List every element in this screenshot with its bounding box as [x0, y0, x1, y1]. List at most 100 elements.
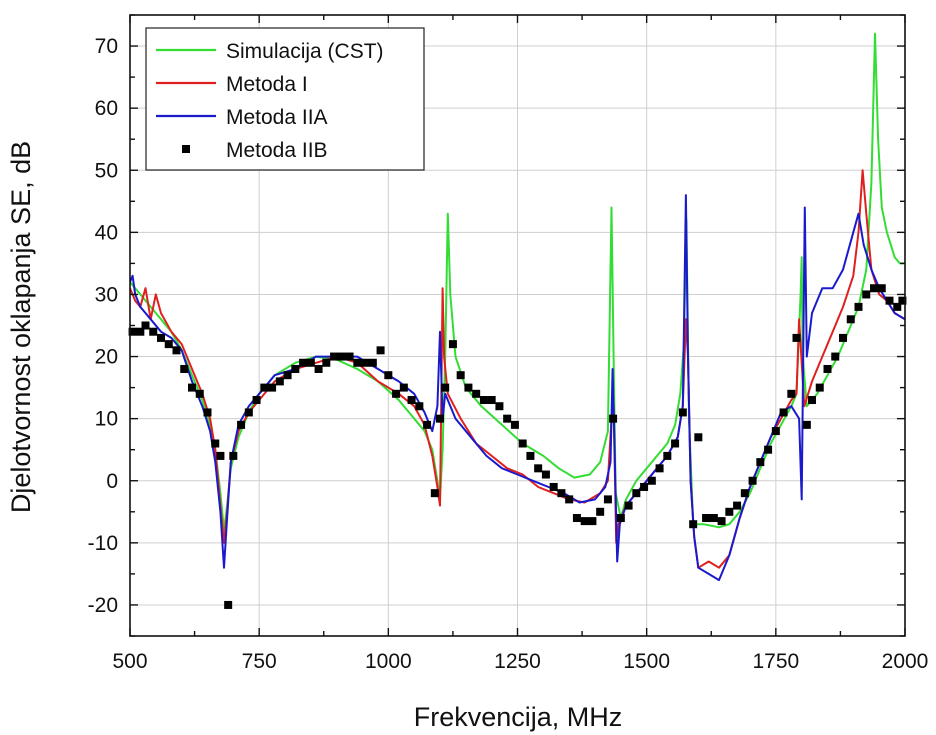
- data-point: [678, 408, 687, 417]
- data-point: [172, 346, 181, 355]
- data-point: [441, 383, 450, 392]
- data-point: [283, 371, 292, 380]
- legend-label: Metoda I: [226, 73, 308, 96]
- data-point: [216, 451, 225, 460]
- data-point: [136, 327, 145, 336]
- data-point: [399, 383, 408, 392]
- data-point: [518, 439, 527, 448]
- y-tick-label: 10: [95, 408, 118, 431]
- x-tick-labels: 500 750 1000 1250 1500 1750 2000: [112, 650, 928, 673]
- data-point: [603, 495, 612, 504]
- data-point: [787, 389, 796, 398]
- data-point: [740, 489, 749, 498]
- series-line-metoda-iia: [130, 194, 905, 582]
- data-point: [663, 451, 672, 460]
- data-point: [733, 501, 742, 510]
- legend-item: Simulacija (CST): [156, 40, 384, 63]
- data-point: [792, 333, 801, 342]
- data-point: [291, 364, 300, 373]
- data-point: [748, 476, 757, 485]
- data-point: [717, 517, 726, 526]
- tick-marks: [129, 14, 906, 637]
- data-point: [771, 427, 780, 436]
- data-point: [479, 396, 488, 405]
- data-point: [541, 470, 550, 479]
- data-point: [128, 327, 137, 336]
- y-tick-label: -20: [88, 594, 118, 617]
- data-point: [831, 352, 840, 361]
- data-point: [580, 517, 589, 526]
- data-point: [322, 358, 331, 367]
- data-point: [337, 352, 346, 361]
- data-point: [203, 408, 212, 417]
- data-point: [655, 464, 664, 473]
- x-tick-label: 1250: [494, 650, 541, 673]
- data-point: [157, 333, 165, 342]
- data-point: [694, 433, 703, 442]
- data-point: [384, 371, 393, 380]
- data-point: [549, 482, 558, 491]
- data-point: [588, 517, 597, 526]
- x-tick-label: 750: [242, 650, 277, 673]
- data-point: [839, 333, 847, 342]
- legend-item: Metoda IIA: [156, 106, 328, 129]
- y-tick-label: 20: [95, 346, 118, 369]
- x-tick-label: 500: [112, 650, 147, 673]
- y-tick-labels: -20 -10 0 10 20 30 40 50 60 70: [88, 35, 118, 617]
- data-point: [702, 514, 711, 523]
- series-layer: [128, 32, 907, 609]
- x-tick-label: 2000: [882, 650, 929, 673]
- data-point: [224, 600, 233, 609]
- data-point: [252, 396, 261, 405]
- data-point: [472, 389, 481, 398]
- data-point: [275, 377, 284, 386]
- data-point: [299, 358, 308, 367]
- y-tick-label: 70: [95, 35, 118, 58]
- data-point: [616, 514, 625, 523]
- data-point: [671, 439, 680, 448]
- data-point: [306, 358, 315, 367]
- data-point: [376, 346, 385, 355]
- legend-item: Metoda I: [156, 73, 308, 96]
- data-point: [862, 290, 871, 299]
- data-point: [211, 439, 220, 448]
- data-point: [898, 296, 907, 305]
- data-point: [415, 402, 424, 411]
- data-point: [495, 402, 504, 411]
- x-axis-label: Frekvencija, MHz: [414, 702, 623, 732]
- data-point: [854, 302, 863, 311]
- legend-label: Simulacija (CST): [226, 40, 384, 63]
- data-point: [260, 383, 269, 392]
- data-point: [229, 451, 238, 460]
- data-point: [314, 364, 323, 373]
- data-point: [268, 383, 277, 392]
- series-markers-metoda-iib: [128, 284, 907, 609]
- data-point: [557, 489, 566, 498]
- legend: Simulacija (CST) Metoda I Metoda IIA Metoda…: [145, 27, 425, 171]
- grid: [129, 15, 906, 636]
- x-tick-label: 1000: [365, 650, 412, 673]
- data-point: [802, 420, 811, 429]
- data-point: [195, 389, 204, 398]
- data-point: [725, 507, 734, 516]
- data-point: [330, 352, 339, 361]
- data-point: [407, 396, 416, 405]
- data-point: [188, 383, 196, 392]
- data-point: [526, 451, 535, 460]
- data-point: [808, 396, 816, 405]
- legend-label: Metoda IIA: [226, 106, 328, 129]
- data-point: [180, 364, 189, 373]
- data-point: [141, 321, 150, 330]
- data-point: [647, 476, 656, 485]
- data-point: [361, 358, 370, 367]
- data-point: [448, 340, 457, 349]
- data-point: [510, 420, 519, 429]
- data-point: [503, 414, 512, 423]
- legend-item: Metoda IIB: [182, 139, 328, 162]
- data-point: [487, 396, 496, 405]
- data-point: [709, 514, 718, 523]
- y-tick-label: 30: [95, 283, 118, 306]
- data-point: [815, 383, 824, 392]
- data-point: [368, 358, 377, 367]
